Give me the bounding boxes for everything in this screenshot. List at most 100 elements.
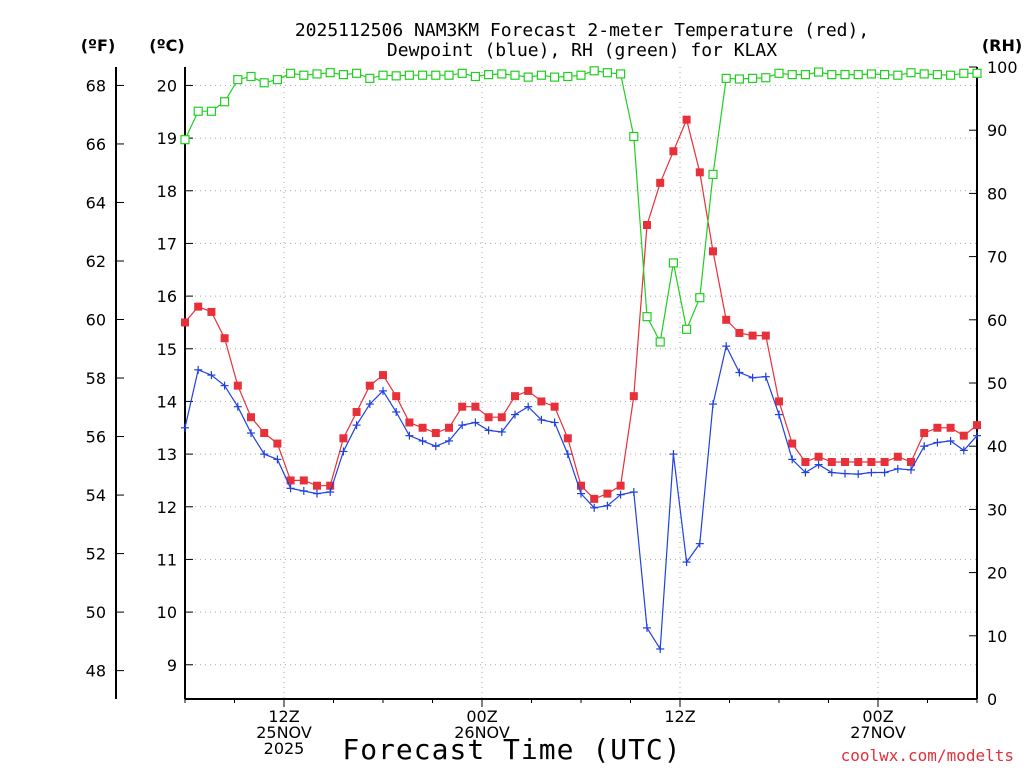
rh-point xyxy=(787,69,797,80)
celsius-tick-label: 12 xyxy=(157,498,177,517)
temperature-point xyxy=(273,439,282,448)
temperature-point xyxy=(181,318,189,327)
temperature-point xyxy=(431,429,440,438)
rh-point xyxy=(220,97,230,107)
rh-point xyxy=(484,69,494,80)
fahrenheit-tick-label: 58 xyxy=(86,369,106,388)
rh-point xyxy=(761,73,771,83)
rh-point xyxy=(853,69,863,80)
time-tick-label: 00Z xyxy=(862,707,893,726)
rh-tick-label: 40 xyxy=(987,437,1007,456)
rh-point xyxy=(747,73,758,83)
rh-point xyxy=(655,337,665,347)
temperature-point xyxy=(418,423,427,432)
rh-point xyxy=(246,71,256,82)
dewpoint-point xyxy=(445,436,453,445)
dewpoint-point xyxy=(194,365,203,374)
dewpoint-point xyxy=(207,371,216,380)
dewpoint-point xyxy=(365,400,374,409)
fahrenheit-tick-label: 60 xyxy=(86,311,106,330)
rh-point xyxy=(734,74,745,84)
temperature-point xyxy=(643,221,651,229)
rh-point xyxy=(180,135,190,145)
dewpoint-point xyxy=(577,489,585,498)
rh-point xyxy=(695,293,705,303)
rh-point xyxy=(708,169,718,180)
dewpoint-point xyxy=(511,410,519,419)
temperature-point xyxy=(497,413,506,422)
series-temperature xyxy=(181,115,981,503)
temperature-point xyxy=(339,434,348,443)
temperature-point xyxy=(537,397,546,406)
rh-point xyxy=(431,70,441,80)
dewpoint-point xyxy=(643,623,651,632)
temperature-point xyxy=(682,115,691,124)
temperature-point xyxy=(709,247,717,256)
fahrenheit-tick-label: 50 xyxy=(86,603,106,622)
dewpoint-point xyxy=(233,402,242,411)
temperature-point xyxy=(907,458,915,466)
temperature-point xyxy=(814,452,823,461)
dewpoint-point xyxy=(524,402,533,411)
rh-point xyxy=(972,68,982,78)
dewpoint-point xyxy=(603,501,612,510)
time-tick-label: 12Z xyxy=(664,707,695,726)
fahrenheit-tick-label: 62 xyxy=(86,252,106,271)
rh-tick-label: 90 xyxy=(987,121,1007,140)
fahrenheit-tick-label: 68 xyxy=(86,76,106,95)
temperature-point xyxy=(827,458,836,466)
temperature-point xyxy=(656,178,665,187)
rh-tick-label: 0 xyxy=(987,690,997,709)
dewpoint-point xyxy=(260,450,269,459)
series-dewpoint xyxy=(181,342,981,653)
plot-area xyxy=(180,66,982,653)
dewpoint-point xyxy=(458,421,467,430)
celsius-tick-label: 16 xyxy=(157,287,177,306)
fahrenheit-tick-label: 54 xyxy=(86,486,106,505)
rh-axis-ticks: 0 10 20 30 40 50 60 70 80 90 100 xyxy=(969,58,1018,709)
rh-tick-label: 100 xyxy=(987,58,1018,77)
dewpoint-point xyxy=(590,503,599,512)
fahrenheit-tick-label: 52 xyxy=(86,545,106,564)
rh-point xyxy=(497,69,507,79)
temperature-point xyxy=(511,392,519,401)
temperature-point xyxy=(260,429,269,438)
rh-point xyxy=(259,78,269,88)
dewpoint-point xyxy=(814,460,823,469)
temperature-point xyxy=(893,452,902,461)
dewpoint-point xyxy=(880,468,889,477)
fahrenheit-tick-label: 64 xyxy=(86,193,106,212)
dewpoint-point xyxy=(247,429,255,438)
rh-point xyxy=(325,68,335,78)
dewpoint-point xyxy=(629,488,638,497)
temperature-point xyxy=(563,434,572,443)
rh-point xyxy=(615,69,626,79)
temperature-point xyxy=(933,423,942,432)
temperature-point xyxy=(326,481,335,490)
dewpoint-point xyxy=(339,447,348,456)
dewpoint-point xyxy=(709,400,717,409)
temperature-point xyxy=(880,458,889,466)
time-tick-label: 2025 xyxy=(264,739,305,758)
dewpoint-point xyxy=(550,418,559,427)
celsius-tick-label: 10 xyxy=(157,603,177,622)
dewpoint-point xyxy=(973,431,981,440)
dewpoint-point xyxy=(841,469,849,478)
rh-point xyxy=(193,106,203,116)
celsius-tick-label: 13 xyxy=(157,445,177,464)
celsius-tick-label: 9 xyxy=(167,656,177,675)
rh-point xyxy=(906,68,916,78)
temperature-point xyxy=(405,418,414,427)
celsius-tick-label: 19 xyxy=(157,129,177,148)
dewpoint-point xyxy=(286,484,295,493)
temperature-point xyxy=(722,315,731,324)
dewpoint-point xyxy=(669,450,678,459)
dewpoint-point xyxy=(471,418,480,427)
temperature-point xyxy=(207,307,216,316)
time-tick-label: 25NOV xyxy=(256,723,312,742)
rh-point xyxy=(299,70,309,80)
rh-point xyxy=(365,73,375,83)
dewpoint-point xyxy=(893,464,902,473)
dewpoint-point xyxy=(946,436,955,445)
dewpoint-point xyxy=(326,488,335,497)
